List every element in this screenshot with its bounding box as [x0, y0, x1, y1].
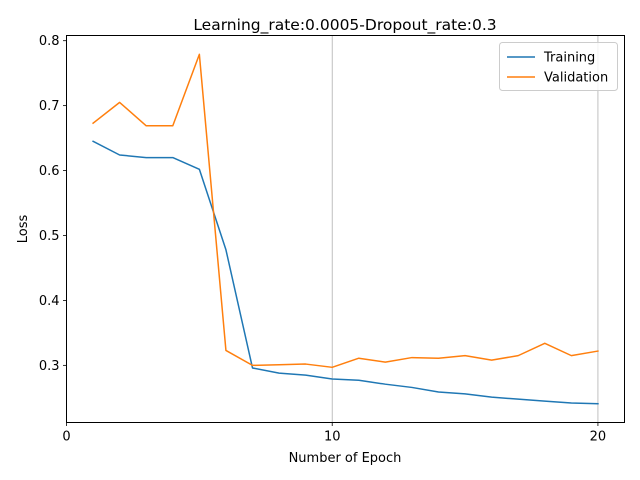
- x-tick-label: 0: [62, 430, 70, 445]
- legend: Training Validation: [499, 42, 618, 91]
- x-tick-label: 10: [324, 430, 341, 445]
- y-axis-title: Loss: [16, 215, 31, 244]
- training-series-line: [92, 140, 599, 405]
- y-tick-label: 0.7: [39, 99, 60, 114]
- x-tick-label: 20: [590, 430, 607, 445]
- grid-lines: [331, 35, 599, 423]
- legend-label-training: Training: [543, 51, 595, 66]
- y-tick-label: 0.6: [39, 164, 60, 179]
- legend-box: [499, 42, 618, 91]
- legend-label-validation: Validation: [544, 71, 608, 86]
- validation-series-line: [92, 53, 599, 369]
- series-lines: [92, 53, 599, 405]
- y-tick-label: 0.8: [39, 34, 60, 49]
- chart-title: Learning_rate:0.0005-Dropout_rate:0.3: [193, 16, 496, 35]
- plot-area-frame: [66, 35, 625, 423]
- x-axis-title: Number of Epoch: [289, 451, 402, 466]
- x-axis-ticks: 0 10 20: [62, 422, 607, 445]
- y-tick-label: 0.5: [39, 229, 60, 244]
- y-tick-label: 0.3: [39, 359, 60, 374]
- y-axis-ticks: 0.3 0.4 0.5 0.6 0.7 0.8: [39, 34, 67, 374]
- y-tick-label: 0.4: [39, 294, 60, 309]
